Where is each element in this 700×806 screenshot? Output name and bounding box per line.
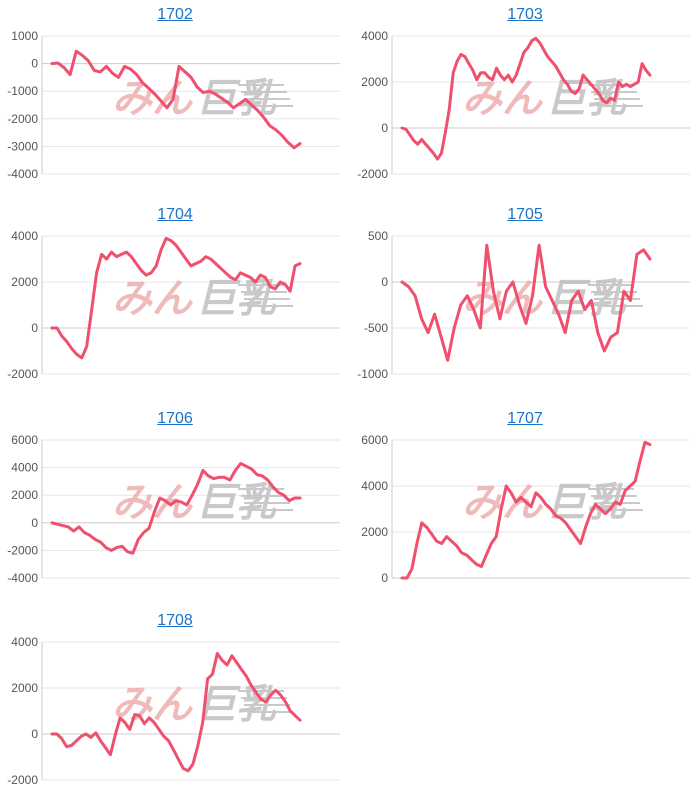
watermark-stripe: [247, 105, 293, 107]
y-tick-label: 2000: [361, 75, 388, 89]
chart-title-link[interactable]: 1704: [157, 206, 193, 223]
watermark-logo: みん 巨乳: [112, 480, 293, 526]
y-tick-label: 6000: [11, 433, 38, 447]
watermark-stripe: [588, 284, 634, 286]
y-tick-label: -2000: [7, 773, 38, 787]
watermark-text-a: みん: [112, 76, 194, 122]
y-tick-label: 500: [368, 229, 388, 243]
y-tick-label: 4000: [361, 29, 388, 43]
y-tick-label: -2000: [7, 543, 38, 557]
watermark-stripe: [591, 91, 637, 93]
watermark-logo: みん 巨乳: [112, 276, 293, 322]
y-tick-label: 1000: [11, 29, 38, 43]
watermark-stripe: [244, 502, 290, 504]
y-tick-label: -2000: [7, 112, 38, 126]
watermark-stripe: [247, 711, 293, 713]
series-line: [50, 462, 302, 555]
y-tick-label: 4000: [11, 229, 38, 243]
watermark-stripe: [241, 291, 287, 293]
watermark-stripe: [247, 509, 293, 511]
watermark-stripe: [244, 704, 290, 706]
chart-title-link[interactable]: 1706: [157, 410, 193, 427]
line-chart: 1000 0 -1000 -2000 -3000 -4000 みん 巨乳: [7, 29, 340, 181]
chart-panel-1704: 1704 4000 2000 0 -2000 みん 巨乳: [0, 200, 350, 400]
chart-panel-1705: 1705 500 0 -500 -1000 みん 巨乳: [350, 200, 700, 400]
chart-panel-1703: 1703 4000 2000 0 -2000 みん 巨乳: [350, 0, 700, 200]
y-tick-label: 2000: [361, 525, 388, 539]
watermark-stripe: [597, 305, 643, 307]
series-line: [400, 440, 652, 580]
watermark-text-a: みん: [462, 76, 544, 122]
chart-panel-1708: 1708 4000 2000 0 -2000 みん 巨乳: [0, 606, 350, 806]
y-tick-label: -3000: [7, 139, 38, 153]
watermark-stripe: [247, 305, 293, 307]
y-tick-label: 4000: [11, 635, 38, 649]
y-tick-label: -4000: [7, 167, 38, 181]
y-tick-label: 2000: [11, 488, 38, 502]
y-tick-label: 2000: [11, 275, 38, 289]
y-tick-label: -2000: [7, 367, 38, 381]
y-tick-label: 0: [31, 727, 38, 741]
y-tick-label: 0: [31, 57, 38, 71]
series-line: [400, 243, 652, 362]
chart-panel-1706: 1706 6000 4000 2000 0 -2000 -4000 みん 巨乳: [0, 404, 350, 604]
y-tick-label: -2000: [357, 167, 388, 181]
line-chart: 4000 2000 0 -2000 みん 巨乳: [357, 29, 690, 181]
series-line: [50, 652, 302, 773]
watermark-stripe: [238, 690, 284, 692]
y-tick-label: 4000: [361, 479, 388, 493]
y-tick-label: -1000: [357, 367, 388, 381]
chart-title-link[interactable]: 1705: [507, 206, 543, 223]
series-line: [50, 236, 302, 360]
chart-panel-1702: 1702 1000 0 -1000 -2000 -3000 -4000 みん 巨乳: [0, 0, 350, 200]
watermark-logo: みん 巨乳: [112, 76, 293, 122]
y-tick-label: 0: [31, 516, 38, 530]
watermark-stripe: [597, 509, 643, 511]
watermark-stripe: [594, 298, 640, 300]
watermark-stripe: [244, 98, 290, 100]
watermark-stripe: [241, 495, 287, 497]
chart-title-link[interactable]: 1703: [507, 6, 543, 23]
watermark-stripe: [591, 495, 637, 497]
series-line: [50, 49, 302, 150]
y-tick-label: 0: [381, 121, 388, 135]
chart-title-link[interactable]: 1708: [157, 612, 193, 629]
line-chart: 6000 4000 2000 0 -2000 -4000 みん 巨乳: [7, 433, 340, 585]
watermark-stripe: [597, 105, 643, 107]
watermark-stripe: [588, 84, 634, 86]
y-tick-label: 4000: [11, 461, 38, 475]
watermark-stripe: [591, 291, 637, 293]
watermark-stripe: [244, 298, 290, 300]
chart-title-link[interactable]: 1707: [507, 410, 543, 427]
y-tick-label: -500: [364, 321, 388, 335]
y-tick-label: 0: [381, 571, 388, 585]
y-tick-label: -4000: [7, 571, 38, 585]
y-tick-label: 6000: [361, 433, 388, 447]
watermark-logo: みん 巨乳: [462, 76, 643, 122]
y-tick-label: 0: [381, 275, 388, 289]
watermark-text-a: みん: [112, 276, 194, 322]
watermark-stripe: [241, 91, 287, 93]
chart-title-link[interactable]: 1702: [157, 6, 193, 23]
watermark-stripe: [238, 488, 284, 490]
watermark-stripe: [238, 284, 284, 286]
y-tick-label: -1000: [7, 84, 38, 98]
watermark-stripe: [588, 488, 634, 490]
y-tick-label: 2000: [11, 681, 38, 695]
chart-panel-1707: 1707 6000 4000 2000 0 みん 巨乳: [350, 404, 700, 604]
watermark-stripe: [238, 84, 284, 86]
y-tick-label: 0: [31, 321, 38, 335]
series-line: [400, 36, 652, 161]
line-chart: 4000 2000 0 -2000 みん 巨乳: [7, 229, 340, 381]
watermark-stripe: [241, 697, 287, 699]
watermark-stripe: [594, 98, 640, 100]
